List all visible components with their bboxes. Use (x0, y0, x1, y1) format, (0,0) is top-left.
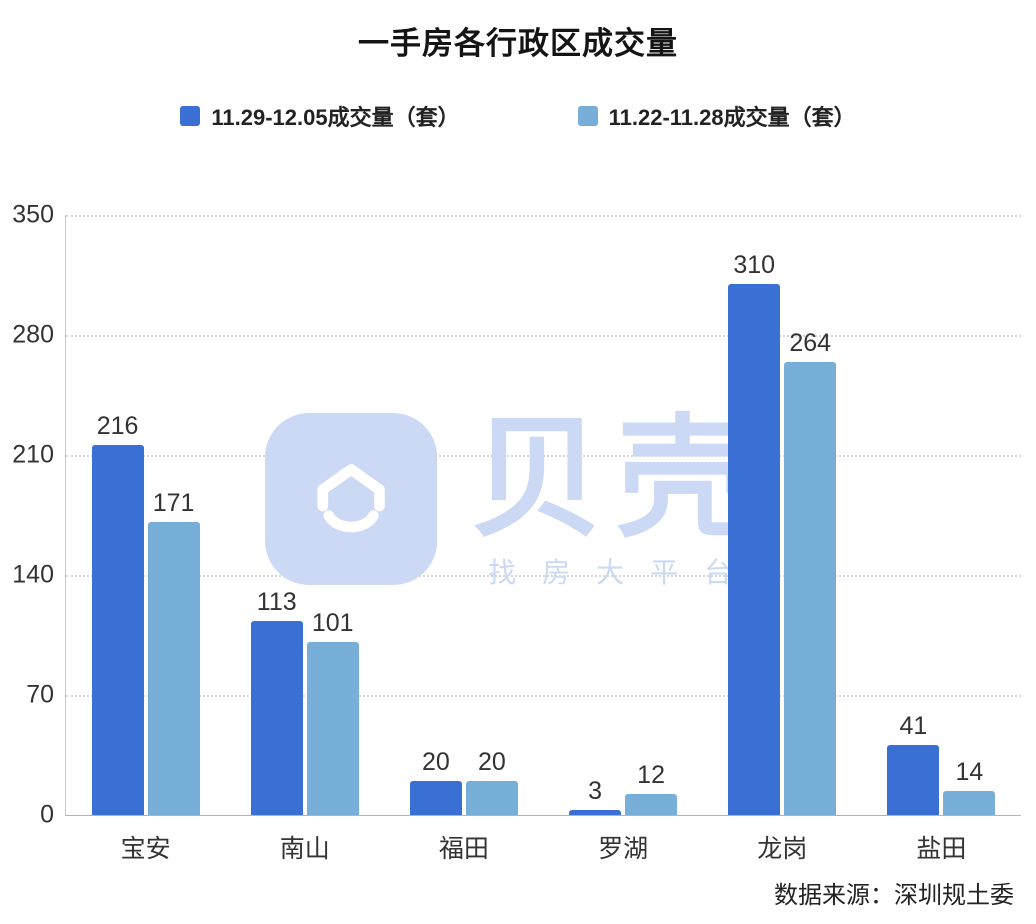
bar (250, 621, 303, 815)
bar-value-label: 171 (152, 488, 195, 517)
chart-legend: 11.29-12.05成交量（套） 11.22-11.28成交量（套） (0, 100, 1036, 132)
chart-area: 贝壳 找房大平台 0 70 140 210 280 350 216 171 宝安 113 101 南山… (12, 202, 1021, 863)
bar-column-previous-week: 20 (465, 215, 518, 815)
bar-column-current-week: 216 (91, 215, 144, 815)
x-category-label: 罗湖 (598, 835, 649, 863)
legend-swatch-dark-blue (180, 106, 201, 126)
bar-group: 20 20 (384, 215, 543, 815)
bar (887, 744, 940, 815)
bar-column-previous-week: 171 (147, 215, 200, 815)
bar-group: 113 101 (225, 215, 384, 815)
grid-line (66, 455, 1021, 457)
bar (147, 521, 200, 815)
x-category-label: 宝安 (120, 835, 171, 863)
legend-item-week-current: 11.29-12.05成交量（套） (180, 100, 460, 132)
y-tick-label: 70 (26, 680, 54, 709)
grid-line (66, 575, 1021, 577)
bar-column-previous-week: 14 (943, 215, 996, 815)
data-source-note: 数据来源：深圳规土委 (774, 882, 1014, 909)
bar-column-current-week: 310 (728, 215, 781, 815)
bar-group: 3 12 (544, 215, 703, 815)
grid-line (66, 335, 1021, 337)
bar (409, 780, 462, 815)
bar-value-label: 264 (789, 329, 832, 358)
bar-column-current-week: 41 (887, 215, 940, 815)
bar-value-label: 216 (96, 411, 139, 440)
bar-value-label: 14 (955, 758, 984, 786)
bar (465, 780, 518, 815)
bar (91, 444, 144, 815)
bar-column-current-week: 3 (569, 215, 622, 815)
bar-group: 41 14 (862, 215, 1021, 815)
bar (784, 362, 837, 815)
y-tick-label: 0 (40, 800, 54, 829)
bar-column-previous-week: 101 (306, 215, 359, 815)
bar-value-label: 41 (899, 711, 928, 740)
y-tick-label: 140 (12, 560, 54, 589)
bar-value-label: 310 (733, 250, 776, 279)
legend-label: 11.29-12.05成交量（套） (211, 105, 460, 130)
bar (943, 791, 996, 815)
x-category-label: 盐田 (916, 835, 967, 863)
legend-item-week-previous: 11.22-11.28成交量（套） (577, 100, 856, 132)
grid-line (66, 695, 1021, 697)
bar-value-label: 113 (256, 588, 297, 617)
bar-group: 310 264 (703, 215, 862, 815)
chart-title: 一手房各行政区成交量 (358, 26, 678, 61)
bar-column-previous-week: 264 (784, 215, 837, 815)
bar (569, 809, 622, 815)
bar-value-label: 20 (478, 747, 506, 776)
y-tick-label: 350 (12, 200, 54, 229)
bar (728, 283, 781, 815)
grid-line (66, 215, 1021, 217)
bar-column-current-week: 113 (250, 215, 303, 815)
bar-value-label: 20 (422, 747, 450, 776)
y-tick-label: 280 (12, 320, 54, 349)
bar-value-label: 12 (637, 761, 665, 790)
bar-value-label: 3 (588, 776, 603, 805)
y-tick-label: 210 (12, 440, 54, 469)
bar-column-previous-week: 12 (625, 215, 678, 815)
x-category-label: 福田 (438, 835, 489, 863)
legend-label: 11.22-11.28成交量（套） (608, 105, 856, 130)
bar-value-label: 101 (311, 608, 354, 637)
x-category-label: 南山 (279, 835, 330, 863)
bar (625, 794, 678, 815)
bar (306, 641, 359, 815)
legend-swatch-light-blue (577, 106, 598, 126)
bar-column-current-week: 20 (409, 215, 462, 815)
x-category-label: 龙岗 (757, 835, 808, 863)
bar-group: 216 171 (66, 215, 225, 815)
